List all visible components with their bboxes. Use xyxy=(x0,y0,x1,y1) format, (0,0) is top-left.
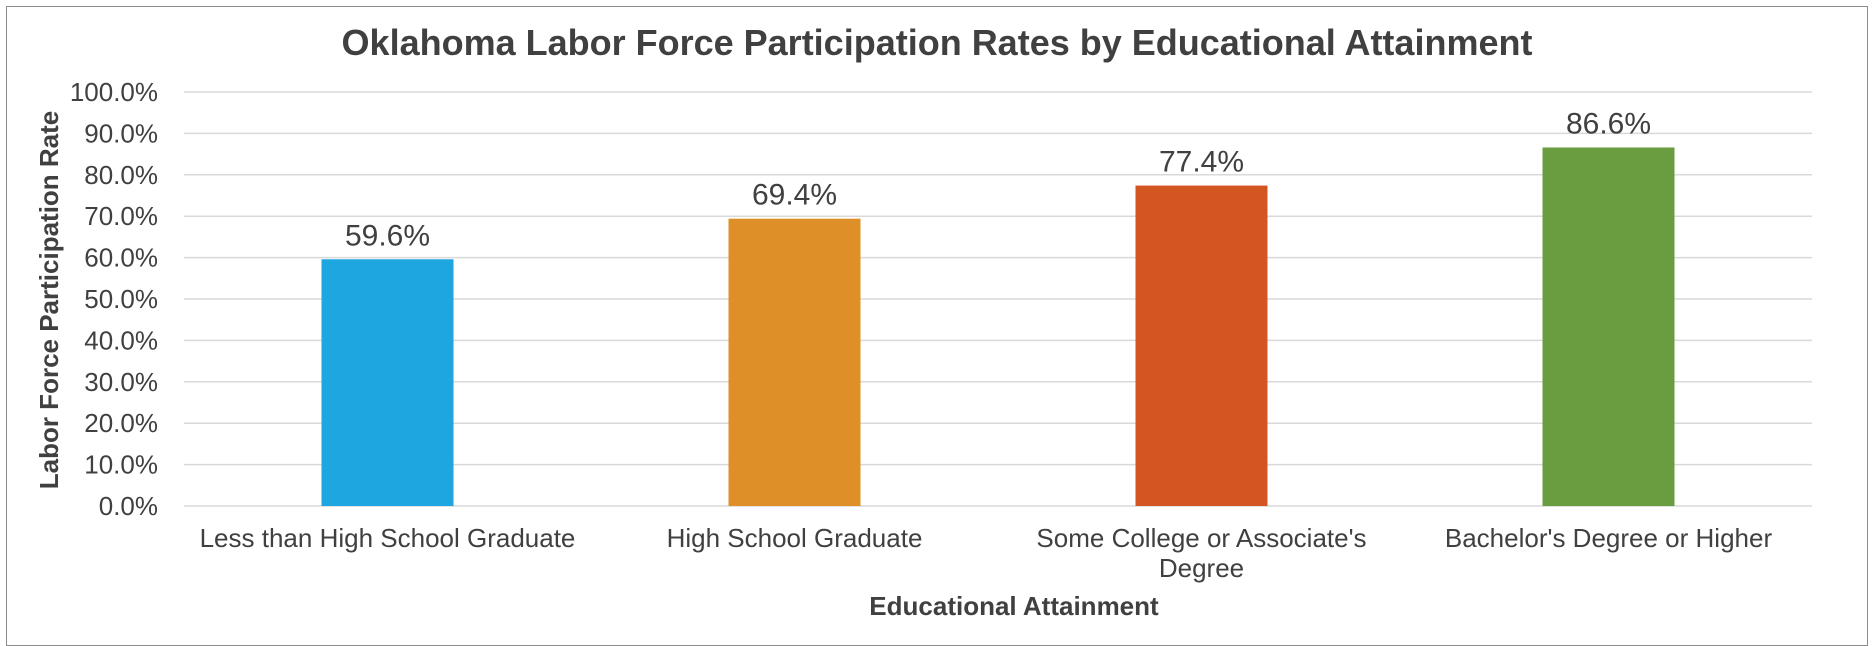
y-axis-ticks: 0.0% 10.0% 20.0% 30.0% 40.0% 50.0% 60.0% 70.0% 8… xyxy=(70,77,158,521)
data-label: 59.6% xyxy=(345,219,430,252)
y-tick-label: 20.0% xyxy=(84,408,158,438)
bar xyxy=(1542,147,1675,506)
x-tick-label: High School Graduate xyxy=(667,523,923,553)
data-labels: 59.6% 69.4% 77.4% 86.6% xyxy=(345,107,1651,252)
bar xyxy=(1135,185,1268,506)
y-tick-label: 80.0% xyxy=(84,160,158,190)
y-tick-label: 100.0% xyxy=(70,77,158,107)
gridlines xyxy=(184,91,1812,507)
y-tick-label: 30.0% xyxy=(84,367,158,397)
x-tick-label-line: Bachelor's Degree or Higher xyxy=(1445,523,1773,553)
x-tick-label-line: Degree xyxy=(1159,553,1244,583)
x-axis-title: Educational Attainment xyxy=(869,591,1159,621)
bar xyxy=(728,218,861,506)
y-axis-title: Labor Force Participation Rate xyxy=(34,111,64,490)
y-tick-label: 0.0% xyxy=(99,491,158,521)
x-tick-label: Bachelor's Degree or Higher xyxy=(1445,523,1773,553)
data-label: 86.6% xyxy=(1566,107,1651,140)
y-tick-label: 70.0% xyxy=(84,201,158,231)
x-axis-ticks: Less than High School Graduate High Schoo… xyxy=(200,523,1773,583)
y-tick-label: 40.0% xyxy=(84,325,158,355)
y-tick-label: 10.0% xyxy=(84,450,158,480)
x-tick-label: Less than High School Graduate xyxy=(200,523,576,553)
y-tick-label: 50.0% xyxy=(84,284,158,314)
data-label: 69.4% xyxy=(752,179,837,212)
x-tick-label-line: Some College or Associate's xyxy=(1036,523,1366,553)
x-tick-label-line: Less than High School Graduate xyxy=(200,523,576,553)
bars xyxy=(321,147,1675,506)
chart-title: Oklahoma Labor Force Participation Rates… xyxy=(342,22,1533,63)
bar xyxy=(321,259,454,506)
data-label: 77.4% xyxy=(1159,146,1244,179)
y-tick-label: 90.0% xyxy=(84,118,158,148)
x-tick-label: Some College or Associate's Degree xyxy=(1036,523,1366,583)
y-tick-label: 60.0% xyxy=(84,243,158,273)
x-tick-label-line: High School Graduate xyxy=(667,523,923,553)
